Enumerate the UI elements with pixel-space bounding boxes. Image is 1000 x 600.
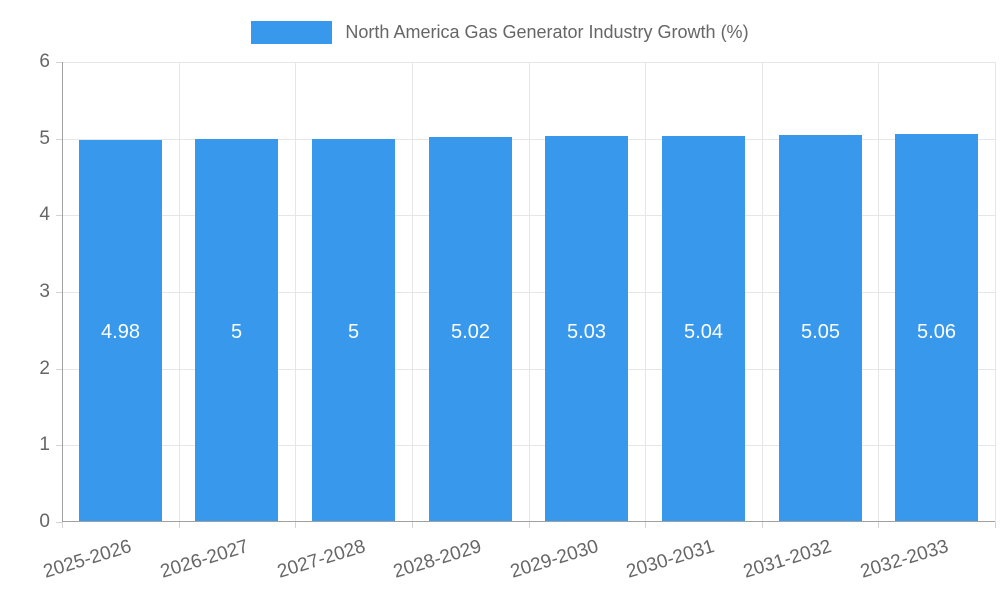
bar-2030-2031[interactable]: 5.04: [662, 136, 745, 522]
x-tick-label: 2025-2026: [41, 536, 135, 583]
gridline-vertical: [645, 62, 646, 522]
bar-value-label: 4.98: [101, 321, 140, 343]
x-tick-label: 2032-2033: [858, 536, 952, 583]
x-axis-tick: [412, 522, 413, 528]
bar-2028-2029[interactable]: 5.02: [429, 137, 512, 522]
bar-2025-2026[interactable]: 4.98: [79, 140, 162, 522]
x-axis-tick: [295, 522, 296, 528]
x-axis-tick: [995, 522, 996, 528]
y-tick-label: 4: [39, 204, 50, 225]
bar-2029-2030[interactable]: 5.03: [545, 136, 628, 522]
gridline-vertical: [995, 62, 996, 522]
x-axis-line: [62, 521, 995, 522]
bar-value-label: 5: [230, 321, 243, 343]
x-tick-label: 2029-2030: [508, 536, 602, 583]
gridline-vertical: [529, 62, 530, 522]
y-tick-label: 0: [39, 511, 50, 532]
gridline-horizontal: [62, 369, 995, 370]
gridline-horizontal: [62, 139, 995, 140]
y-axis-tick: [56, 369, 62, 370]
bar-value-label: 5.03: [567, 321, 606, 343]
x-axis-tick: [62, 522, 63, 528]
gridline-vertical: [179, 62, 180, 522]
bar-value-label: 5.04: [684, 321, 723, 343]
x-tick-label: 2027-2028: [275, 536, 369, 583]
y-axis-tick: [56, 292, 62, 293]
bar-2026-2027[interactable]: 5: [195, 139, 278, 522]
y-tick-label: 3: [39, 281, 50, 302]
y-axis-tick: [56, 139, 62, 140]
gridline-vertical: [762, 62, 763, 522]
bar-2027-2028[interactable]: 5: [312, 139, 395, 522]
x-tick-label: 2026-2027: [158, 536, 252, 583]
x-tick-label: 2031-2032: [741, 536, 835, 583]
plot-area: 4.98 5 5 5.02 5.03 5.04 5.05 5.06: [56, 62, 996, 528]
bar-value-label: 5: [347, 321, 360, 343]
x-tick-label: 2028-2029: [391, 536, 485, 583]
y-axis-line: [62, 62, 63, 522]
bar-value-label: 5.05: [801, 321, 840, 343]
x-axis-tick: [878, 522, 879, 528]
x-axis-tick: [529, 522, 530, 528]
y-axis-tick: [56, 522, 62, 523]
bar-value-label: 5.06: [917, 321, 956, 343]
gridline-vertical: [412, 62, 413, 522]
x-tick-label: 2030-2031: [624, 536, 718, 583]
gridline-horizontal: [62, 445, 995, 446]
y-axis-tick: [56, 445, 62, 446]
gridline-horizontal: [62, 62, 995, 63]
y-axis-tick: [56, 215, 62, 216]
y-tick-label: 5: [39, 128, 50, 149]
y-tick-label: 2: [39, 358, 50, 379]
y-axis-tick: [56, 62, 62, 63]
bar-2031-2032[interactable]: 5.05: [779, 135, 862, 522]
gridline-vertical: [878, 62, 879, 522]
bar-value-label: 5.02: [451, 321, 490, 343]
legend[interactable]: North America Gas Generator Industry Gro…: [0, 19, 1000, 45]
x-axis-tick: [762, 522, 763, 528]
x-axis-tick: [645, 522, 646, 528]
legend-label: North America Gas Generator Industry Gro…: [345, 21, 749, 42]
legend-swatch-icon: [251, 20, 333, 44]
gridline-horizontal: [62, 215, 995, 216]
bar-2032-2033[interactable]: 5.06: [895, 134, 978, 522]
y-tick-label: 6: [39, 51, 50, 72]
gridline-horizontal: [62, 292, 995, 293]
y-tick-label: 1: [39, 434, 50, 455]
gridline-vertical: [295, 62, 296, 522]
x-axis-tick: [179, 522, 180, 528]
